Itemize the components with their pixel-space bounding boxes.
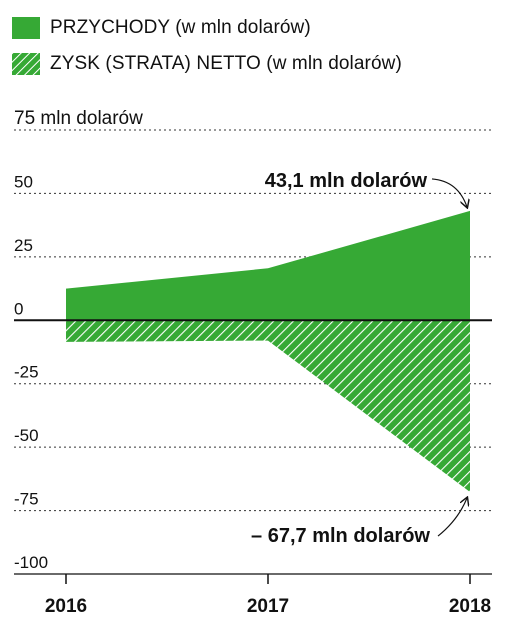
legend-item-profit: ZYSK (STRATA) NETTO (w mln dolarów) bbox=[12, 46, 402, 82]
x-tick-label: 2017 bbox=[247, 596, 289, 617]
x-tick-label: 2016 bbox=[45, 596, 87, 617]
net-profit-area bbox=[66, 320, 470, 493]
y-tick-label: 25 bbox=[14, 236, 33, 255]
y-tick-label: -100 bbox=[14, 553, 48, 572]
y-tick-label: -25 bbox=[14, 363, 39, 382]
x-tick-label: 2018 bbox=[449, 596, 491, 617]
y-tick-label: 50 bbox=[14, 172, 33, 191]
y-axis-label: 75 mln dolarów bbox=[14, 108, 143, 129]
legend-label-revenue: PRZYCHODY (w mln dolarów) bbox=[50, 17, 311, 38]
y-tick-label: 0 bbox=[14, 299, 23, 318]
y-tick-label: -75 bbox=[14, 490, 39, 509]
legend: PRZYCHODY (w mln dolarów) ZYSK (STRATA) … bbox=[12, 10, 402, 82]
annotation-arrow bbox=[437, 498, 467, 537]
annotation-net-loss-2018: – 67,7 mln dolarów bbox=[251, 525, 430, 547]
profit-swatch bbox=[12, 53, 40, 75]
annotation-revenue-2018: 43,1 mln dolarów bbox=[265, 170, 428, 192]
legend-label-profit: ZYSK (STRATA) NETTO (w mln dolarów) bbox=[50, 53, 402, 74]
revenue-area bbox=[66, 210, 470, 321]
annotation-arrow bbox=[431, 178, 467, 207]
revenue-swatch bbox=[12, 17, 40, 39]
legend-item-revenue: PRZYCHODY (w mln dolarów) bbox=[12, 10, 402, 46]
y-tick-label: -50 bbox=[14, 426, 39, 445]
